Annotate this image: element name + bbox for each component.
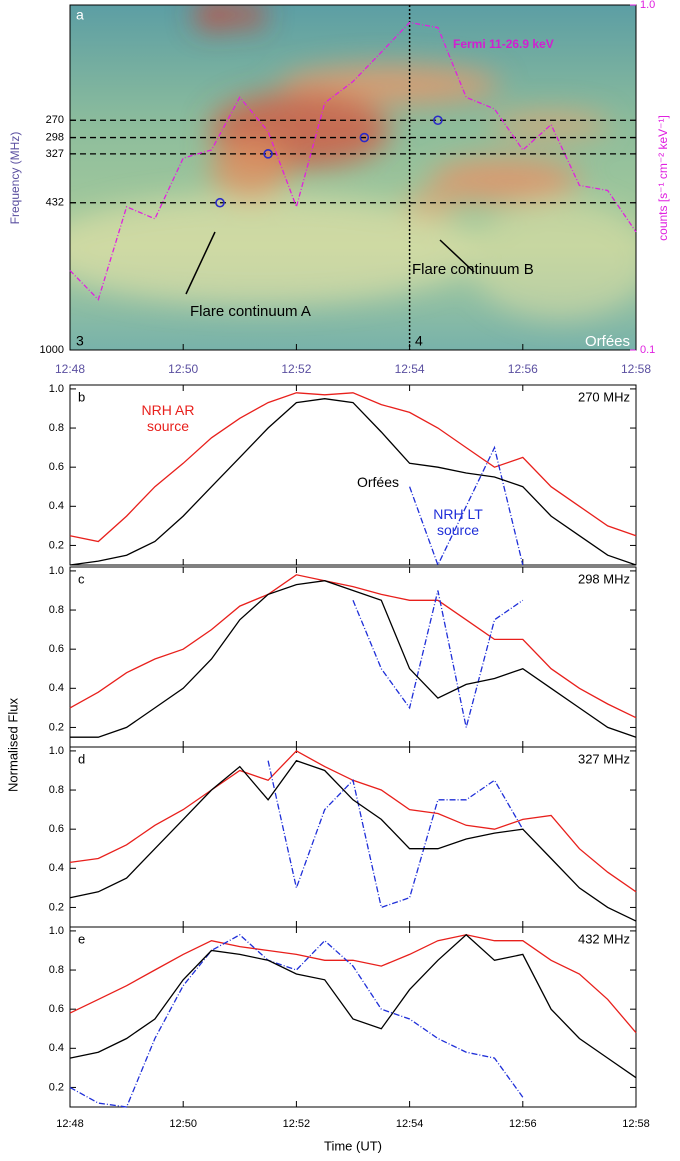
data-line <box>69 934 637 1034</box>
data-line <box>69 759 637 922</box>
subpanel-label: 3 <box>76 333 84 349</box>
annotation: Flare continuum B <box>412 261 534 278</box>
data-line <box>69 21 637 301</box>
data-line <box>69 574 637 719</box>
source-marker <box>359 132 370 143</box>
plot-frame <box>69 566 637 748</box>
x-tick-label: 12:54 <box>395 362 425 376</box>
y2-axis-label: counts [s⁻¹ cm⁻² keV⁻¹] <box>656 115 670 241</box>
y-axis-label: Frequency (MHz) <box>8 132 22 225</box>
x-tick-label: 12:56 <box>509 1118 537 1130</box>
y-tick-label: 1.0 <box>49 565 64 577</box>
arrow <box>185 231 216 295</box>
x-tick-label: 12:56 <box>508 362 538 376</box>
y-tick-label: 0.4 <box>49 500 64 512</box>
data-line <box>69 750 637 893</box>
x-tick-label: 12:48 <box>55 362 85 376</box>
data-line <box>69 933 637 1079</box>
x-tick-label: 12:58 <box>622 1118 650 1130</box>
data-line <box>408 445 524 567</box>
data-line <box>267 760 524 909</box>
y-tick-label: 0.8 <box>49 422 64 434</box>
x-tick-label: 12:54 <box>396 1118 424 1130</box>
data-line <box>69 934 524 1108</box>
frequency-label: 270 MHz <box>578 389 630 404</box>
legend-entry: NRH AR source <box>141 402 195 434</box>
panel-label: a <box>76 7 84 23</box>
arrow <box>439 239 475 273</box>
y-tick-label: 0.6 <box>49 643 64 655</box>
y-tick-label: 0.6 <box>49 823 64 835</box>
y-tick-label: 0.4 <box>49 682 64 694</box>
data-line <box>69 398 637 566</box>
y-tick-label: 327 <box>46 148 64 160</box>
data-line <box>70 580 637 738</box>
panel-label: b <box>78 389 85 404</box>
subpanel-label: 4 <box>415 333 423 349</box>
source-marker <box>215 197 225 208</box>
instrument-label: Orfées <box>585 333 630 350</box>
frequency-label: 327 MHz <box>578 751 630 766</box>
y2-tick-label: 1.0 <box>640 0 655 11</box>
y-tick-label: 1.0 <box>49 745 64 757</box>
y-tick-label: 432 <box>46 197 64 209</box>
annotation: Flare continuum A <box>190 303 311 320</box>
source-marker <box>263 149 273 159</box>
x-tick-label: 12:50 <box>169 1118 197 1130</box>
frequency-label: 298 MHz <box>578 571 630 586</box>
y-tick-label: 0.6 <box>49 461 64 473</box>
y-tick-label: 1.0 <box>49 925 64 937</box>
y-tick-label: 1.0 <box>49 383 64 395</box>
y-tick-label: 270 <box>46 114 64 126</box>
data-line <box>352 590 524 728</box>
x-axis-label: Time (UT) <box>324 1138 382 1153</box>
panel-label: e <box>78 931 85 946</box>
panel-label: c <box>78 571 85 586</box>
x-tick-label: 12:58 <box>621 362 651 376</box>
y-tick-label: 0.4 <box>49 862 64 874</box>
legend-entry: Orfées <box>356 474 399 490</box>
x-tick-label: 12:52 <box>281 362 311 376</box>
x-tick-label: 12:50 <box>168 362 198 376</box>
x-tick-label: 12:52 <box>283 1118 311 1130</box>
legend-entry: Fermi 11-26.9 keV <box>453 37 554 51</box>
spectrogram <box>70 5 636 350</box>
y-axis-label: Normalised Flux <box>5 698 20 792</box>
y-tick-label: 0.8 <box>49 604 64 616</box>
y-tick-label: 0.4 <box>49 1042 64 1054</box>
source-marker <box>433 115 443 126</box>
plot-frame <box>69 4 637 351</box>
y-tick-label: 0.6 <box>49 1003 64 1015</box>
data-line <box>69 392 637 543</box>
y-tick-label: 298 <box>46 131 64 143</box>
plot-frame <box>69 746 637 928</box>
y2-tick-label: 0.1 <box>640 344 655 356</box>
frequency-label: 432 MHz <box>578 931 630 946</box>
panel-label: d <box>78 751 85 766</box>
y-tick-label: 0.2 <box>49 901 64 913</box>
y-tick-label: 0.2 <box>49 539 64 551</box>
x-tick-label: 12:48 <box>56 1118 84 1130</box>
y-tick-label: 0.2 <box>49 721 64 733</box>
y-tick-label: 0.8 <box>49 964 64 976</box>
y-tick-label: 0.2 <box>49 1081 64 1093</box>
plot-frame <box>69 926 637 1108</box>
plot-frame <box>69 384 637 566</box>
y-tick-label: 0.8 <box>49 784 64 796</box>
legend-entry: NRH LT source <box>433 506 483 538</box>
y-tick-label: 1000 <box>40 344 64 356</box>
